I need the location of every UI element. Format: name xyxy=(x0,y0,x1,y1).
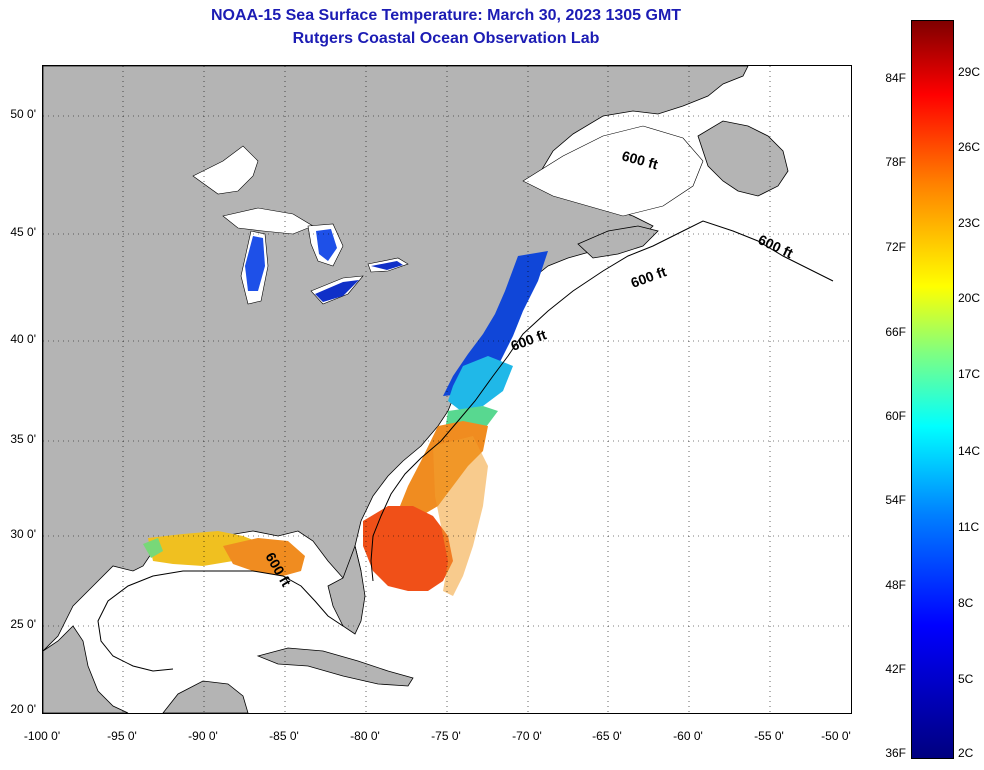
colorbar-label-36F: 36F xyxy=(885,746,906,760)
james-bay-water xyxy=(192,145,259,195)
lat-label-50: 50 0' xyxy=(10,107,36,121)
land-yucatan-peninsula xyxy=(162,680,249,713)
colorbar-label-66F: 66F xyxy=(885,325,906,339)
colorbar-label-17C: 17C xyxy=(958,367,981,381)
gulf-st-lawrence-water xyxy=(522,125,704,217)
lat-label-25: 25 0' xyxy=(10,617,36,631)
colorbar-label-78F: 78F xyxy=(885,155,906,169)
land-florida xyxy=(327,544,366,635)
lon-label--50: -50 0' xyxy=(821,729,851,743)
sst-gulf-orange xyxy=(223,538,305,576)
sst-midatlantic-cyan xyxy=(448,356,513,411)
colorbar-label-42F: 42F xyxy=(885,662,906,676)
colorbar-label-23C: 23C xyxy=(958,216,981,230)
lon-label--65: -65 0' xyxy=(592,729,622,743)
colorbar-label-60F: 60F xyxy=(885,409,906,423)
sst-lake-huron xyxy=(316,229,337,261)
chart-subtitle: Rutgers Coastal Ocean Observation Lab xyxy=(292,30,600,47)
land-yucatan xyxy=(43,625,129,713)
sst-lake-erie xyxy=(315,280,359,302)
sst-map: 600 ft 600 ft 600 ft 600 ft 600 ft xyxy=(42,65,852,714)
lon-label--55: -55 0' xyxy=(754,729,784,743)
contour-600ft-atlantic xyxy=(370,220,834,582)
lon-label--75: -75 0' xyxy=(431,729,461,743)
sst-lake-ontario xyxy=(371,261,403,270)
colorbar-label-14C: 14C xyxy=(958,444,981,458)
sst-gulf-green-edge xyxy=(143,538,163,558)
sst-lake-michigan xyxy=(245,236,265,291)
lon-label--80: -80 0' xyxy=(350,729,380,743)
lon-label--90: -90 0' xyxy=(188,729,218,743)
colorbar-label-20C: 20C xyxy=(958,291,981,305)
lat-label-40: 40 0' xyxy=(10,332,36,346)
lon-label--95: -95 0' xyxy=(107,729,137,743)
colorbar-label-26C: 26C xyxy=(958,140,981,154)
sst-northeast-blue xyxy=(443,251,548,396)
lon-label--60: -60 0' xyxy=(673,729,703,743)
lat-label-45: 45 0' xyxy=(10,225,36,239)
sst-gulfstream-red xyxy=(363,506,453,591)
colorbar-label-54F: 54F xyxy=(885,493,906,507)
colorbar-label-8C: 8C xyxy=(958,596,974,610)
colorbar-label-84F: 84F xyxy=(885,71,906,85)
colorbar-label-11C: 11C xyxy=(958,520,980,534)
temperature-colorbar xyxy=(911,20,954,759)
colorbar-label-48F: 48F xyxy=(885,578,906,592)
lake-superior xyxy=(222,207,314,235)
land-cuba xyxy=(256,647,414,687)
land-newfoundland xyxy=(697,120,789,197)
contour-600ft-gulf xyxy=(97,570,344,672)
lat-label-30: 30 0' xyxy=(10,527,36,541)
lat-label-35: 35 0' xyxy=(10,432,36,446)
colorbar-label-2C: 2C xyxy=(958,746,974,760)
colorbar-label-72F: 72F xyxy=(885,240,906,254)
colorbar-label-29C: 29C xyxy=(958,65,981,79)
lon-label--100: -100 0' xyxy=(23,729,61,743)
colorbar-label-5C: 5C xyxy=(958,672,974,686)
lat-label-20: 20 0' xyxy=(10,702,36,716)
map-canvas: 600 ft 600 ft 600 ft 600 ft 600 ft xyxy=(43,66,851,713)
lon-label--70: -70 0' xyxy=(512,729,542,743)
chart-title: NOAA-15 Sea Surface Temperature: March 3… xyxy=(210,7,682,24)
lon-label--85: -85 0' xyxy=(269,729,299,743)
